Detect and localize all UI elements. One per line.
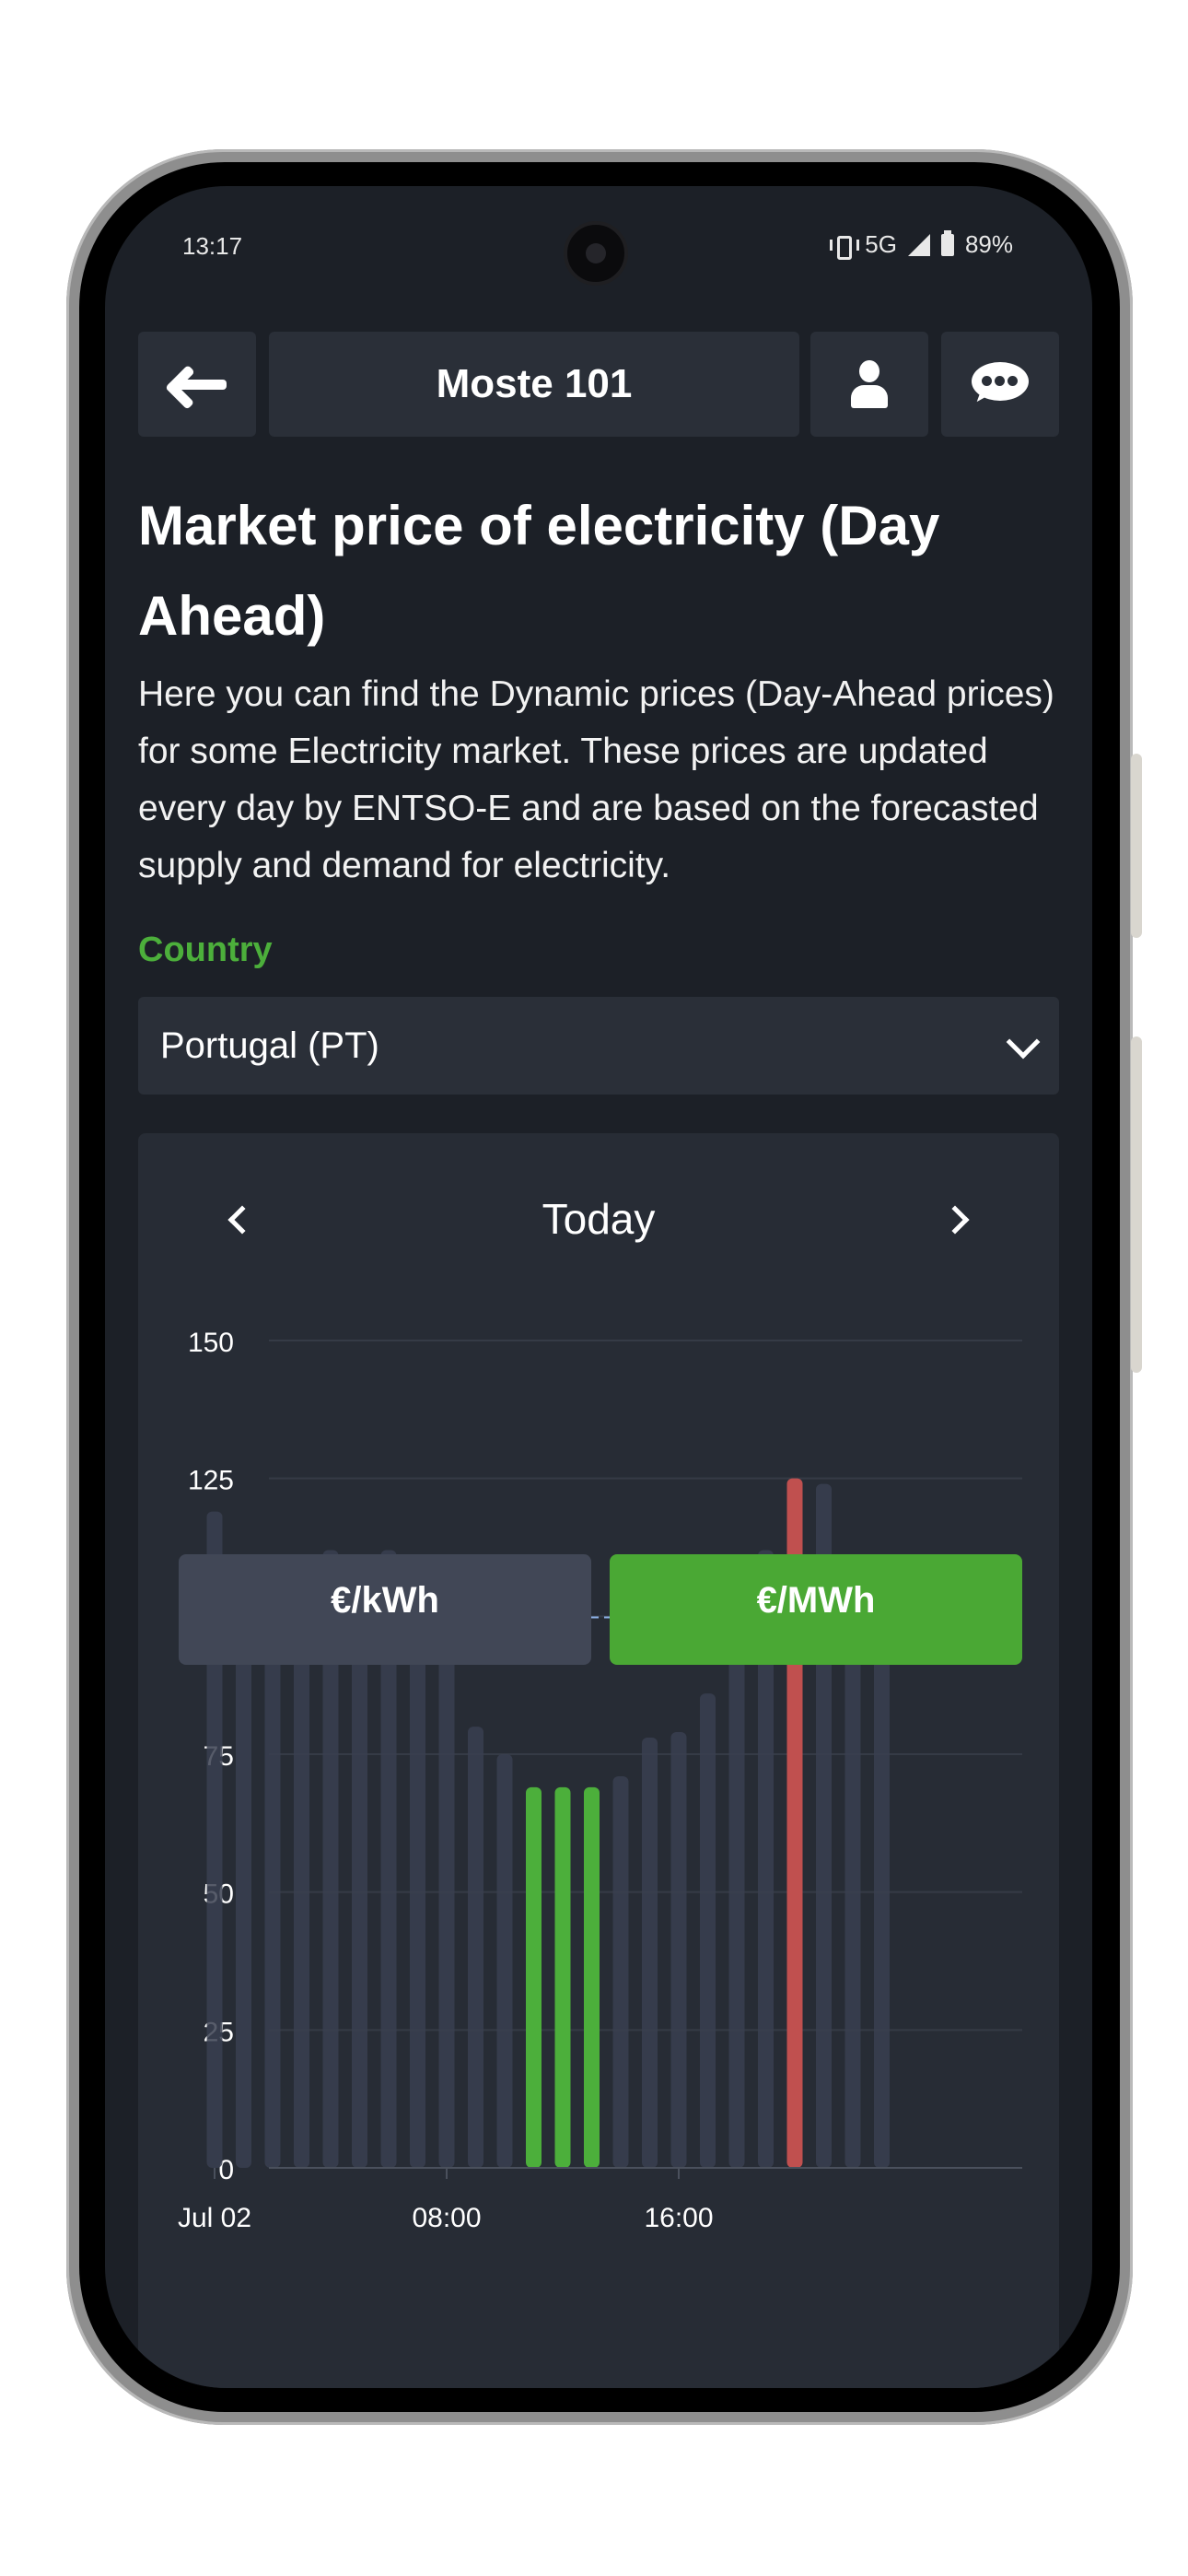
price-chart-card: Today 0255075100125150Average priceJul 0…: [138, 1133, 1059, 2388]
price-bar: [612, 1775, 629, 2168]
chevron-down-icon: [1006, 1025, 1041, 1060]
x-tick-label: 16:00: [644, 2203, 713, 2233]
price-bar: [670, 1732, 687, 2168]
unit-kwh-button[interactable]: €/kWh: [179, 1554, 591, 1665]
price-bar: [236, 1555, 251, 2168]
battery-level: 89%: [964, 230, 1013, 258]
country-label: Country: [138, 931, 273, 969]
y-tick-label: 150: [188, 1328, 234, 1358]
unit-mwh-button[interactable]: €/MWh: [610, 1554, 1022, 1665]
price-bar: [496, 1754, 513, 2168]
price-bar: [584, 1786, 600, 2168]
y-tick-label: 125: [188, 1466, 234, 1496]
volume-button: [1131, 1036, 1142, 1373]
signal-icon: [907, 233, 930, 256]
price-bar: [410, 1566, 425, 2168]
price-bar: [264, 1561, 281, 2168]
price-bar: [554, 1786, 571, 2168]
chat-icon: [972, 362, 1029, 406]
page-description: Here you can find the Dynamic prices (Da…: [138, 674, 1054, 885]
status-time: 13:17: [182, 232, 243, 260]
price-bar: [700, 1693, 716, 2168]
user-button[interactable]: [810, 332, 928, 437]
price-bar: [874, 1555, 890, 2168]
device-title[interactable]: Moste 101: [269, 332, 799, 437]
battery-icon: [940, 229, 954, 256]
price-bar: [468, 1727, 483, 2168]
chat-button[interactable]: [941, 332, 1059, 437]
price-bar: [294, 1555, 309, 2168]
price-bar: [844, 1566, 861, 2168]
price-bar: [322, 1550, 339, 2168]
price-bar: [438, 1599, 455, 2168]
x-tick-label: 08:00: [412, 2203, 481, 2233]
price-bar: [526, 1786, 542, 2168]
network-type: 5G: [865, 230, 897, 258]
price-bar: [642, 1738, 658, 2168]
price-bar: [728, 1588, 745, 2168]
price-bar: [352, 1561, 367, 2168]
price-bar: [206, 1511, 223, 2168]
front-camera: [564, 221, 628, 286]
screen: 13:17 5G 89% Moste 101 Market price of e…: [105, 186, 1092, 2388]
status-icons: 5G 89%: [830, 229, 1013, 260]
x-tick-label: Jul 02: [178, 2203, 251, 2233]
day-label: Today: [542, 1195, 656, 1243]
power-button: [1131, 754, 1142, 938]
back-arrow-icon: [165, 364, 227, 410]
country-value: Portugal (PT): [160, 1025, 379, 1066]
vibrate-icon: [830, 235, 860, 260]
price-bar: [380, 1550, 397, 2168]
country-select[interactable]: Portugal (PT): [138, 997, 1059, 1095]
price-bar-chart[interactable]: 0255075100125150Average priceJul 0208:00…: [138, 1133, 1059, 2388]
user-icon: [851, 360, 888, 408]
back-button[interactable]: [138, 332, 256, 437]
price-bar: [758, 1550, 774, 2168]
page-title: Market price of electricity (Day Ahead): [138, 495, 940, 647]
